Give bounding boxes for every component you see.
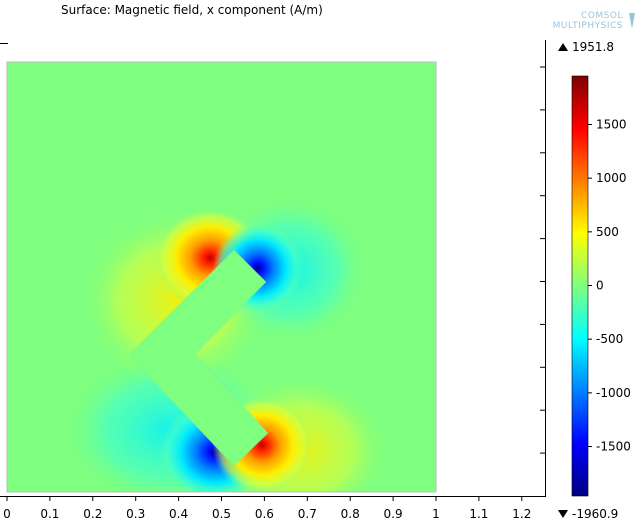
x-tick-label: 0.8	[341, 507, 360, 521]
x-axis-ticks: 0 0.1 0.2 0.3 0.4 0.5 0.6 0.7 0.8 0.9 1 1.1 1.2	[3, 496, 531, 521]
x-tick-label: 0.4	[169, 507, 188, 521]
min-triangle-icon	[558, 510, 568, 518]
colorbar-min: -1960.9	[558, 507, 618, 521]
x-tick-label: 1.1	[469, 507, 488, 521]
y-axis-ticks	[540, 66, 546, 454]
x-tick-label: 0.7	[298, 507, 317, 521]
x-tick-label: 1	[432, 507, 440, 521]
domain-border	[6, 61, 437, 493]
colorbar-tick-label: 1000	[596, 171, 627, 185]
colorbar-ticks: 1500 1000 500 0 -500 -1000 -1500	[588, 117, 631, 454]
colorbar-tick-label: 0	[596, 279, 604, 293]
colorbar-tick-label: -1500	[596, 440, 631, 454]
colorbar-tick-label: 1500	[596, 117, 627, 131]
magnet-v-shape	[128, 249, 269, 467]
x-tick-label: 1.2	[512, 507, 531, 521]
plot-title: Surface: Magnetic field, x component (A/…	[61, 3, 323, 17]
x-tick-label: 0.6	[255, 507, 274, 521]
x-tick-label: 0.3	[126, 507, 145, 521]
x-tick-label: 0.5	[212, 507, 231, 521]
colorbar-tick-label: -1000	[596, 386, 631, 400]
colorbar-tick-label: 500	[596, 225, 619, 239]
colorbar-max: 1951.8	[558, 40, 614, 54]
colorbar-tick-label: -500	[596, 332, 623, 346]
x-tick-label: 0.1	[40, 507, 59, 521]
comsol-logo: COMSOL MULTIPHYSICS	[538, 11, 635, 35]
colorbar	[571, 75, 589, 497]
max-triangle-icon	[558, 43, 568, 51]
x-tick-label: 0.2	[83, 507, 102, 521]
x-tick-label: 0.9	[384, 507, 403, 521]
x-tick-label: 0	[3, 507, 11, 521]
field-surface	[7, 62, 436, 492]
